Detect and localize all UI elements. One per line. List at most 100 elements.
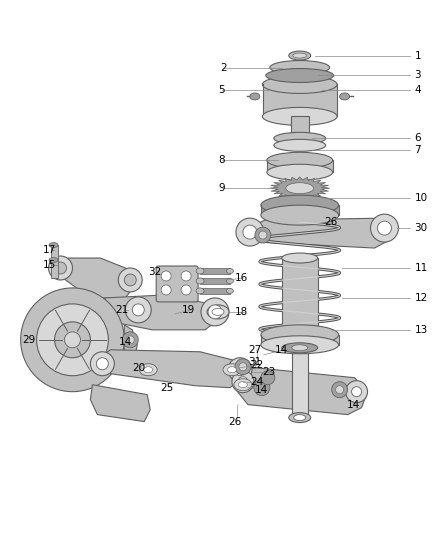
Bar [291,116,309,139]
Text: 14: 14 [118,337,131,347]
Circle shape [239,363,247,371]
Circle shape [238,377,248,386]
Circle shape [49,256,72,280]
Circle shape [371,214,399,242]
Polygon shape [236,368,367,415]
Text: 30: 30 [414,223,427,233]
Text: 13: 13 [414,325,427,335]
Ellipse shape [250,93,260,100]
Ellipse shape [261,195,339,215]
Ellipse shape [267,152,332,168]
Ellipse shape [289,51,311,60]
FancyBboxPatch shape [156,266,198,302]
Circle shape [208,305,222,319]
Circle shape [332,382,348,398]
Text: 14: 14 [275,345,288,355]
Text: 29: 29 [23,335,36,345]
Ellipse shape [196,268,204,274]
Circle shape [54,322,90,358]
Circle shape [232,371,254,393]
Circle shape [243,225,257,239]
Text: 19: 19 [182,305,195,315]
Text: 15: 15 [42,260,56,270]
Text: 23: 23 [262,367,275,377]
Text: 27: 27 [248,345,261,355]
Ellipse shape [261,205,339,225]
Circle shape [259,231,267,239]
Circle shape [124,274,136,286]
Circle shape [64,332,81,348]
Circle shape [37,304,108,376]
Polygon shape [270,177,330,199]
Circle shape [122,332,138,348]
Text: 3: 3 [414,70,421,80]
Circle shape [161,271,171,281]
Text: 4: 4 [414,85,421,95]
Ellipse shape [223,364,241,376]
Ellipse shape [262,108,337,125]
Circle shape [21,288,124,392]
Ellipse shape [262,76,337,93]
Circle shape [54,262,67,274]
Ellipse shape [226,288,233,294]
Polygon shape [245,218,395,248]
Circle shape [181,271,191,281]
Polygon shape [96,350,243,387]
Circle shape [236,218,264,246]
Ellipse shape [266,69,334,83]
Circle shape [118,268,142,292]
Circle shape [161,285,171,295]
Bar [200,268,230,274]
Ellipse shape [293,53,307,58]
Circle shape [132,304,144,316]
Ellipse shape [226,269,233,273]
Ellipse shape [234,379,252,391]
Text: 32: 32 [148,267,162,277]
Ellipse shape [212,309,224,316]
Ellipse shape [267,164,332,180]
Ellipse shape [227,367,237,373]
Ellipse shape [294,415,306,421]
Circle shape [261,371,275,385]
Circle shape [336,386,343,394]
Polygon shape [124,325,137,360]
Text: 25: 25 [160,383,173,393]
Text: 9: 9 [218,183,225,193]
Ellipse shape [196,278,204,284]
Ellipse shape [282,253,318,263]
Circle shape [234,364,246,376]
Text: 12: 12 [414,293,427,303]
Text: 14: 14 [255,385,268,394]
Text: 10: 10 [414,193,427,203]
Ellipse shape [274,132,326,144]
Polygon shape [92,295,218,330]
Bar [200,288,230,294]
Circle shape [352,386,361,397]
Circle shape [346,381,367,402]
Bar [50,260,57,278]
Circle shape [201,298,229,326]
Ellipse shape [292,345,308,351]
Text: 17: 17 [42,245,56,255]
Text: 6: 6 [414,133,421,143]
Text: 2: 2 [220,62,226,72]
Bar [263,84,337,116]
Circle shape [181,285,191,295]
Bar [292,348,308,417]
Circle shape [378,221,392,235]
Text: 18: 18 [235,307,248,317]
Bar [282,258,318,348]
Circle shape [126,336,134,344]
Text: 24: 24 [250,377,263,387]
Text: 11: 11 [414,263,427,273]
Text: 26: 26 [228,417,241,426]
Ellipse shape [289,413,311,423]
Polygon shape [56,258,135,298]
Ellipse shape [270,61,330,75]
Circle shape [254,379,270,395]
Ellipse shape [144,367,153,373]
Ellipse shape [49,243,58,247]
Text: 1: 1 [414,51,421,61]
Circle shape [235,359,251,375]
Ellipse shape [226,278,233,284]
